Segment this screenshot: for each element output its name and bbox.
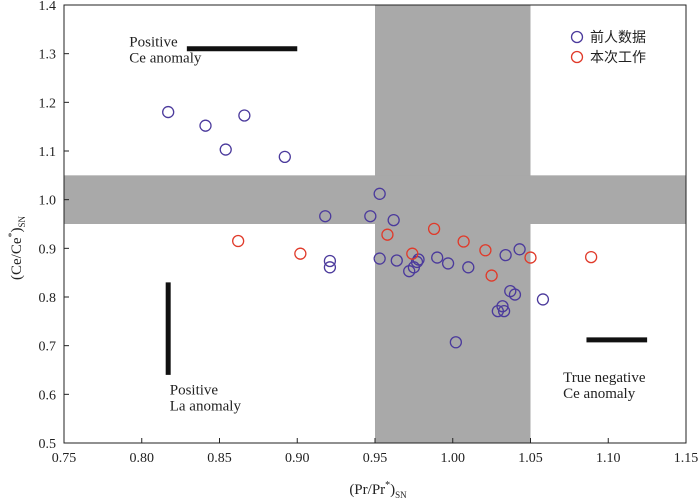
y-tick-label: 0.6	[39, 388, 57, 403]
y-axis-label-close: )	[9, 228, 25, 233]
x-tick-label: 0.75	[52, 451, 77, 466]
x-tick-label: 0.85	[207, 451, 232, 466]
x-axis-label-sup: *	[385, 480, 390, 491]
data-point-series-1	[387, 213, 400, 227]
data-point-series-1	[536, 293, 550, 306]
legend-marker	[570, 50, 584, 64]
y-tick-label: 1.3	[39, 48, 57, 63]
data-point-series-1	[323, 254, 337, 268]
data-point-series-2	[406, 247, 419, 260]
data-point-series-1	[323, 261, 337, 274]
y-tick-label: 1.4	[39, 0, 57, 14]
data-point-series-1	[497, 304, 511, 318]
y-axis-ticks: 0.5 0.6 0.7 0.8 0.9 1.0 1.1 1.2 1.3 1.4	[39, 0, 69, 452]
data-point-series-2	[524, 251, 537, 264]
y-tick-label: 0.9	[39, 242, 57, 257]
x-axis-label: (Pr/Pr*)SN	[349, 480, 407, 500]
y-axis-label-main: (Ce/Ce	[9, 237, 25, 280]
data-point-series-2	[457, 235, 470, 248]
data-point-series-2	[232, 234, 245, 248]
x-axis-label-main: (Pr/Pr	[349, 482, 385, 498]
x-tick-label: 1.05	[518, 451, 543, 466]
data-point-series-1	[319, 210, 332, 223]
data-point-series-1	[491, 304, 504, 318]
y-tick-label: 1.0	[39, 194, 57, 209]
x-tick-label: 0.95	[363, 451, 388, 466]
y-tick-label: 1.1	[39, 145, 57, 160]
data-point-series-1	[513, 243, 526, 256]
data-point-series-1	[162, 105, 175, 119]
data-point-series-1	[199, 119, 212, 132]
y-tick-label: 1.2	[39, 96, 57, 111]
data-point-series-2	[584, 250, 598, 264]
data-point-series-1	[441, 257, 455, 270]
pos-la-label: La anomaly	[170, 398, 242, 414]
pos-ce-label: Positive	[129, 34, 178, 50]
data-points	[162, 105, 598, 349]
x-tick-label: 1.10	[596, 451, 621, 466]
x-axis-ticks: 0.75 0.80 0.85 0.90 0.95 1.00 1.05 1.10 1.15	[52, 438, 699, 466]
data-point-series-2	[381, 228, 394, 241]
data-point-series-1	[278, 150, 291, 163]
x-axis-label-sub: SN	[395, 490, 407, 500]
shaded-bands	[64, 5, 686, 443]
x-tick-label: 1.00	[441, 451, 466, 466]
data-point-series-2	[485, 269, 498, 282]
pos-ce-label: Ce anomaly	[129, 50, 202, 66]
y-axis-label-sup: *	[7, 233, 18, 238]
data-point-series-1	[373, 252, 386, 265]
x-tick-label: 0.90	[285, 451, 310, 466]
data-point-series-1	[219, 143, 232, 156]
data-point-series-1	[499, 248, 512, 262]
data-point-series-1	[364, 210, 377, 223]
legend-label: 前人数据	[590, 29, 646, 46]
y-tick-label: 0.7	[39, 340, 57, 355]
data-point-series-1	[508, 288, 522, 301]
legend-label: 本次工作	[590, 50, 646, 66]
data-point-series-1	[373, 187, 386, 200]
data-point-series-1	[431, 251, 444, 264]
x-tick-label: 0.80	[130, 451, 155, 466]
data-point-series-2	[427, 222, 441, 236]
true-neg-label: True negative	[563, 370, 646, 386]
data-point-series-1	[238, 109, 251, 122]
data-point-series-1	[449, 336, 463, 349]
data-point-series-2	[479, 244, 492, 257]
horizontal-shaded-band	[64, 175, 686, 224]
pos-la-label: Positive	[170, 382, 219, 398]
legend-marker	[570, 30, 584, 44]
x-tick-label: 1.15	[674, 451, 699, 466]
y-axis-label-sub: SN	[17, 216, 27, 228]
x-axis-label-close: )	[390, 482, 395, 498]
true-neg-label: Ce anomaly	[563, 386, 636, 402]
data-point-series-1	[462, 261, 475, 274]
data-point-series-1	[390, 254, 403, 267]
data-point-series-2	[294, 247, 307, 260]
y-axis-label: (Ce/Ce*)SN	[7, 216, 27, 281]
y-tick-label: 0.8	[39, 291, 57, 306]
y-tick-label: 0.5	[39, 437, 57, 452]
